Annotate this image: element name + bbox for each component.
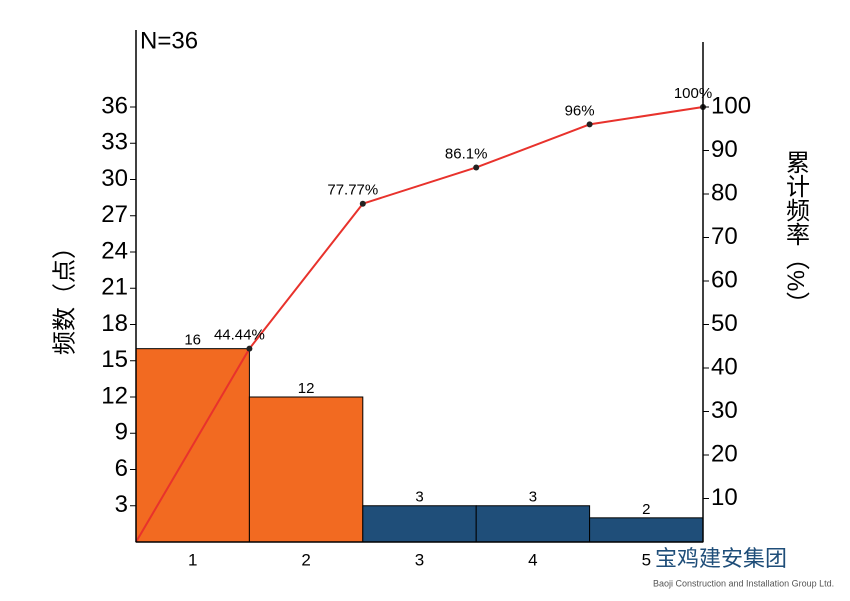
y-tick-label: 9	[115, 419, 128, 446]
line-value-label: 96%	[565, 102, 595, 119]
line-value-label: 77.77%	[327, 182, 378, 199]
y2-tick-label: 100	[711, 92, 751, 119]
bar	[589, 517, 704, 543]
y2-tick-label: 60	[711, 266, 738, 293]
y2-tick-label: 40	[711, 353, 738, 380]
bar-value-label: 2	[642, 501, 650, 518]
y-tick-label: 30	[101, 165, 128, 192]
line-point	[473, 164, 480, 171]
y2-tick-label: 80	[711, 179, 738, 206]
bar-value-label: 3	[415, 489, 423, 506]
line-value-label: 100%	[674, 85, 712, 102]
bar-value-label: 16	[184, 332, 201, 349]
line-value-label: 86.1%	[445, 145, 488, 162]
watermark-name: 宝鸡建安集团	[655, 546, 787, 571]
x-tick-label: 2	[301, 550, 310, 569]
y-tick-label: 24	[101, 237, 128, 264]
y2-tick-label: 30	[711, 397, 738, 424]
bar-value-label: 3	[529, 489, 537, 506]
y2-tick-label: 50	[711, 310, 738, 337]
y-tick-label: 21	[101, 274, 128, 301]
line-point	[246, 345, 253, 352]
y2-tick-label: 70	[711, 223, 738, 250]
y2-tick-label: 90	[711, 136, 738, 163]
x-tick-label: 3	[415, 550, 424, 569]
chart-title: N=36	[140, 27, 198, 54]
y-tick-label: 33	[101, 129, 128, 156]
y2-tick-label: 10	[711, 484, 738, 511]
bar-value-label: 12	[298, 380, 315, 397]
line-value-label: 44.44%	[214, 327, 265, 344]
cumulative-line	[248, 106, 704, 350]
line-start	[135, 348, 251, 543]
y2-tick-label: 20	[711, 440, 738, 467]
y-tick-label: 12	[101, 382, 128, 409]
y-tick-label: 36	[101, 92, 128, 119]
line-point	[359, 200, 366, 207]
y-tick-label: 15	[101, 346, 128, 373]
x-tick-label: 1	[188, 550, 197, 569]
y-tick-label: 6	[115, 455, 128, 482]
line-point	[586, 121, 593, 128]
y-tick-label: 3	[115, 491, 128, 518]
y-axis-label: 频数（点）	[51, 235, 78, 355]
x-tick-label: 4	[528, 550, 537, 569]
bar	[248, 396, 364, 543]
y-tick-label: 18	[101, 310, 128, 337]
bar	[362, 505, 477, 543]
watermark-subtitle: Baoji Construction and Installation Grou…	[653, 578, 834, 588]
x-tick-label: 5	[642, 550, 651, 569]
y2-axis-label: 累计频率（%）	[782, 150, 810, 315]
bar	[475, 505, 591, 543]
y-tick-label: 27	[101, 201, 128, 228]
